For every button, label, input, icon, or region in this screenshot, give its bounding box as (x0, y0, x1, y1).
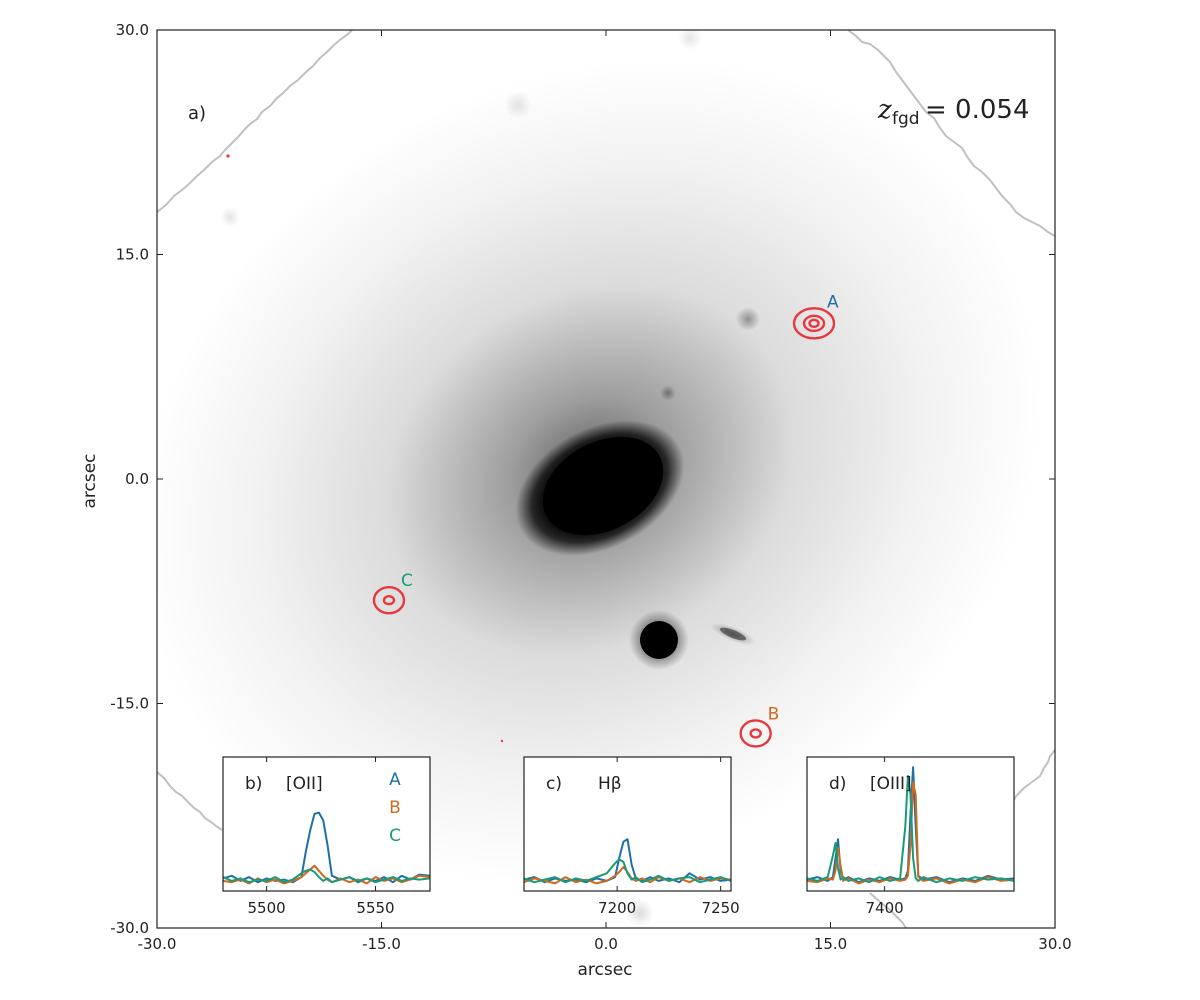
source-label-c: C (401, 571, 413, 591)
faint-source (660, 385, 676, 401)
inset-frame (806, 756, 1015, 892)
spectrum-line-c (806, 775, 1015, 884)
inset-x-tick-label: 5550 (356, 899, 394, 917)
satellite-galaxy (640, 621, 678, 659)
inset-title: [OIII] (870, 774, 912, 794)
x-tick-label: 30.0 (1038, 935, 1071, 953)
noise-pixel (226, 154, 230, 158)
edge-on-galaxy (710, 622, 756, 646)
spectrum-line-c (222, 868, 431, 884)
spectra-insets: 5500 5550 b) [OII] ABC 7200 7250 c) Hβ 7400 d) [OII… (222, 756, 1015, 917)
inset-frame (523, 756, 732, 892)
main-axes: -30.0 -15.0 0.0 15.0 30.0 30.0 15.0 0.0 -15.0 -30… (110, 21, 1072, 953)
inset-panel-label: b) (245, 774, 262, 794)
inset-x-tick-label: 7250 (702, 899, 740, 917)
mask-edge-bottom-right (1013, 749, 1055, 801)
inset-x-tick-label: 7200 (598, 899, 636, 917)
legend-entry-c: C (389, 826, 401, 846)
y-axis-label: arcsec (80, 453, 100, 508)
galaxy-core-saturated (542, 436, 664, 536)
legend-entry-a: A (389, 770, 401, 790)
y-tick-label: 30.0 (116, 21, 149, 39)
inset-panel-d: 7400 d) [OIII] (806, 756, 1015, 917)
inset-background (223, 757, 430, 891)
inset-x-tick-label: 7400 (866, 899, 904, 917)
inset-frame (222, 756, 431, 892)
mask-edge-bottom-center (869, 892, 907, 928)
inset-title: Hβ (598, 774, 622, 794)
redshift-subscript: fgd (892, 109, 920, 129)
y-tick-label: 0.0 (125, 470, 149, 488)
source-c-contour: C (372, 571, 413, 615)
contour-ring (808, 318, 820, 329)
redshift-annotation: z fgd = 0.054 (877, 95, 1029, 129)
spectrum-line-c (523, 858, 732, 884)
source-label-a: A (827, 292, 839, 312)
inset-x-tick-label: 5500 (247, 899, 285, 917)
contour-ring (382, 595, 396, 606)
faint-source (504, 91, 532, 119)
inset-panel-label: c) (546, 774, 562, 794)
y-tick-label: -30.0 (110, 919, 149, 937)
y-tick-label: -15.0 (110, 695, 149, 713)
mask-edge-bottom-left (157, 771, 223, 831)
x-tick-label: 0.0 (594, 935, 618, 953)
x-tick-label: -15.0 (362, 935, 401, 953)
inset-panel-c: 7200 7250 c) Hβ (523, 756, 740, 917)
contour-ring (802, 314, 826, 333)
mask-edge-top-right (847, 30, 1055, 237)
contour-ring (739, 719, 772, 748)
source-a-contour: A (792, 292, 839, 340)
x-axis-label: arcsec (577, 960, 632, 980)
source-label-b: B (768, 704, 780, 724)
noise-pixel (500, 739, 504, 743)
edge-on-galaxy-core (719, 627, 747, 641)
contour-ring (792, 307, 836, 340)
inset-background (524, 757, 731, 891)
legend-entry-b: B (389, 798, 401, 818)
y-tick-label: 15.0 (116, 246, 149, 264)
contour-ring (749, 728, 762, 739)
x-tick-label: -30.0 (138, 935, 177, 953)
mask-edges (157, 30, 1055, 928)
spectrum-line-a (523, 838, 732, 884)
redshift-symbol: z (877, 95, 892, 125)
inset-title: [OII] (286, 774, 323, 794)
inset-panel-b: 5500 5550 b) [OII] ABC (222, 756, 431, 917)
faint-source (678, 30, 702, 50)
mask-edge-top-left (157, 30, 353, 213)
source-contours: A B C (372, 292, 839, 748)
inset-panel-label: d) (829, 774, 846, 794)
redshift-value: = 0.054 (925, 95, 1029, 125)
x-tick-label: 15.0 (814, 935, 847, 953)
faint-source (626, 899, 654, 927)
faint-source (220, 207, 240, 227)
source-b-contour: B (739, 704, 780, 748)
faint-source (736, 307, 760, 331)
contour-ring (372, 586, 406, 615)
panel-label-a: a) (188, 103, 206, 124)
